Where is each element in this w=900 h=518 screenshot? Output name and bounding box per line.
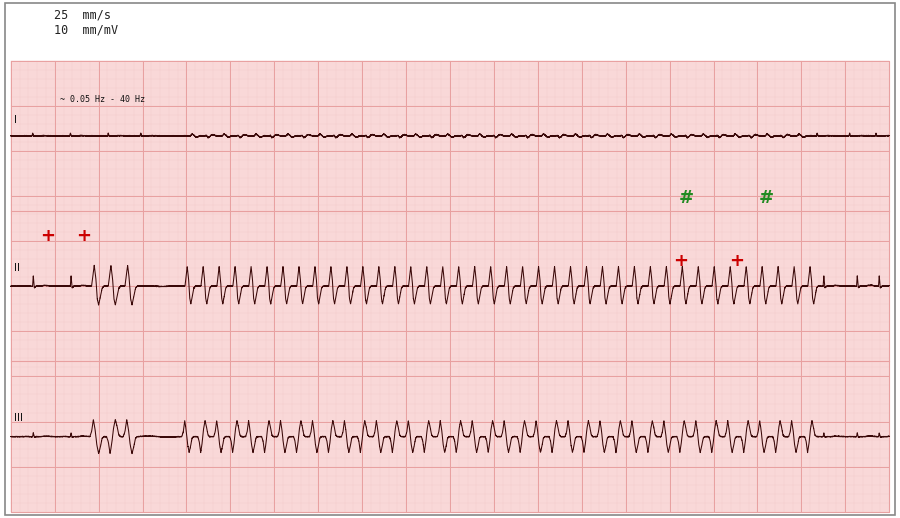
- Text: +: +: [673, 252, 688, 269]
- Text: ~ 0.05 Hz - 40 Hz: ~ 0.05 Hz - 40 Hz: [60, 95, 145, 104]
- Text: +: +: [76, 227, 91, 244]
- Bar: [11, 61, 889, 512]
- Text: II: II: [14, 263, 21, 272]
- Text: I: I: [14, 115, 17, 125]
- Text: III: III: [14, 413, 23, 423]
- Text: #: #: [680, 189, 694, 207]
- Text: +: +: [40, 227, 55, 244]
- Text: #: #: [760, 189, 774, 207]
- Bar: [0, 0, 900, 60]
- Text: +: +: [729, 252, 743, 269]
- Text: 10  mm/mV: 10 mm/mV: [54, 24, 118, 37]
- Text: 25  mm/s: 25 mm/s: [54, 8, 111, 21]
